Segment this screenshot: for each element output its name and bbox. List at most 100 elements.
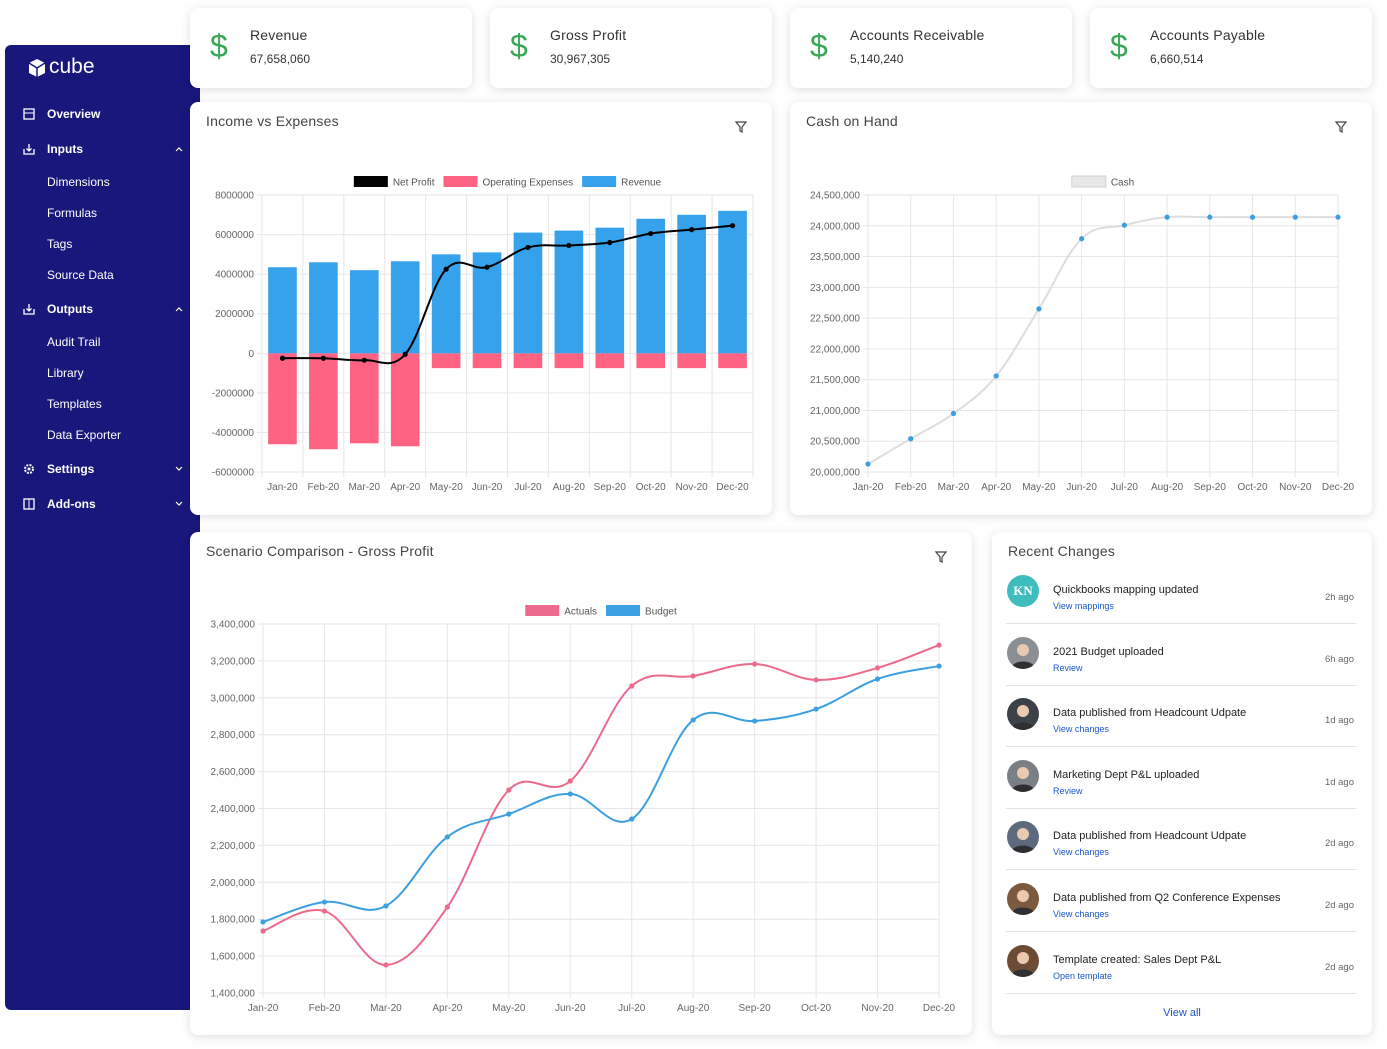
nav-subitem[interactable]: Dimensions [47, 175, 110, 189]
point [874, 665, 881, 671]
point [993, 373, 999, 379]
bar [636, 353, 666, 369]
bar [472, 353, 502, 369]
x-tick-label: Apr-20 [981, 482, 1011, 493]
y-tick-label: 21,500,000 [810, 375, 860, 386]
change-link[interactable]: Open template [1053, 970, 1113, 981]
kpi-value: 67,658,060 [250, 52, 311, 66]
change-time: 1d ago [1324, 715, 1354, 727]
avatar-figure [1011, 705, 1035, 731]
change-time: 2d ago [1324, 900, 1354, 911]
point [648, 230, 654, 237]
y-tick-label: 8000000 [215, 191, 254, 202]
nav-subitem[interactable]: Source Data [47, 268, 114, 282]
avatar [1007, 944, 1039, 977]
nav-item[interactable]: Inputs [47, 142, 83, 156]
avatar-figure [1011, 643, 1035, 669]
x-tick-label: Jan-20 [267, 482, 298, 493]
bar [677, 353, 706, 369]
separator [1006, 869, 1356, 871]
x-tick-label: Jun-20 [555, 1003, 586, 1014]
change-link[interactable]: View mappings [1053, 601, 1114, 611]
y-tick-label: 21,000,000 [810, 406, 860, 417]
point [444, 904, 450, 910]
change-link[interactable]: Review [1053, 785, 1083, 796]
nav-subitem[interactable]: Templates [47, 397, 102, 411]
filter-icon [934, 551, 948, 563]
nav-item[interactable]: Settings [47, 462, 95, 476]
chevron-shape [175, 147, 183, 152]
nav-subitem[interactable]: Library [47, 366, 84, 380]
avatar-initials: KN [1013, 583, 1033, 598]
point [607, 239, 613, 246]
filter-button[interactable] [1334, 120, 1348, 134]
point [506, 811, 512, 817]
bar [431, 353, 461, 369]
legend-swatch [525, 605, 560, 616]
chart-card: Income vs Expenses -6000000 -4000000 -20000… [190, 102, 772, 515]
point [1036, 306, 1042, 312]
view-all-link[interactable]: View all [1163, 1007, 1201, 1019]
separator [1006, 623, 1356, 624]
filter-button[interactable] [734, 120, 748, 134]
y-tick-label: -4000000 [212, 428, 255, 439]
nav-subitem[interactable]: Formulas [47, 206, 98, 220]
change-link[interactable]: View changes [1053, 909, 1109, 919]
nav-subitem[interactable]: Audit Trail [47, 335, 101, 349]
point [484, 264, 490, 270]
point [950, 410, 957, 417]
kpi-icon: $ [810, 28, 828, 64]
kpi-label: Accounts Receivable [850, 27, 985, 43]
logo-icon [28, 59, 46, 77]
x-tick-label: Jul-20 [1111, 482, 1139, 493]
chart-card: Cash on Hand 20,000,000 20,500,000 21,000,0… [790, 102, 1372, 515]
nav-item[interactable]: Overview [47, 107, 101, 121]
point [383, 903, 389, 909]
point [936, 642, 942, 648]
kpi-card: $ Accounts Payable 6,660,514 [1090, 8, 1372, 88]
point [729, 223, 736, 229]
point [874, 676, 881, 682]
change-link[interactable]: View changes [1053, 724, 1109, 735]
y-tick-label: 4000000 [215, 270, 254, 281]
change-link[interactable]: Review [1053, 662, 1083, 673]
y-tick-label: 3,200,000 [211, 656, 256, 667]
x-tick-label: Aug-20 [553, 482, 586, 493]
bar [595, 353, 625, 369]
point [443, 266, 449, 272]
nav-subitem[interactable]: Data Exporter [47, 428, 122, 442]
bar [718, 353, 747, 369]
y-tick-label: 3,000,000 [211, 693, 256, 704]
x-tick-label: Jul-20 [618, 1003, 646, 1014]
y-tick-label: 23,500,000 [810, 252, 860, 263]
y-tick-label: 2000000 [215, 309, 254, 320]
point [629, 683, 635, 689]
kpi-label: Revenue [250, 27, 308, 43]
change-link[interactable]: View changes [1053, 847, 1109, 858]
point [1335, 214, 1341, 220]
bar [595, 227, 625, 354]
legend: Cash [1071, 175, 1134, 189]
point [320, 355, 326, 361]
filter-button[interactable] [934, 550, 948, 564]
avatar: KN [1007, 575, 1039, 607]
change-time: 1d ago [1324, 776, 1354, 788]
bar [390, 353, 420, 447]
point [629, 816, 635, 822]
y-tick-label: 2,800,000 [211, 730, 256, 741]
point [865, 461, 871, 467]
bar [718, 210, 747, 354]
nav-subitem[interactable]: Tags [47, 237, 73, 251]
point [260, 919, 266, 925]
x-tick-label: May-20 [1022, 482, 1056, 493]
change-title: Data published from Headcount Udpate [1053, 830, 1247, 843]
nav-item[interactable]: Outputs [47, 302, 93, 316]
y-tick-label: 22,000,000 [810, 344, 860, 355]
nav-item[interactable]: Add-ons [47, 497, 96, 511]
kpi-value: 6,660,514 [1150, 52, 1204, 66]
y-tick-label: 6000000 [215, 230, 254, 241]
kpi-label: Accounts Payable [1150, 27, 1266, 43]
x-tick-label: May-20 [492, 1003, 526, 1014]
